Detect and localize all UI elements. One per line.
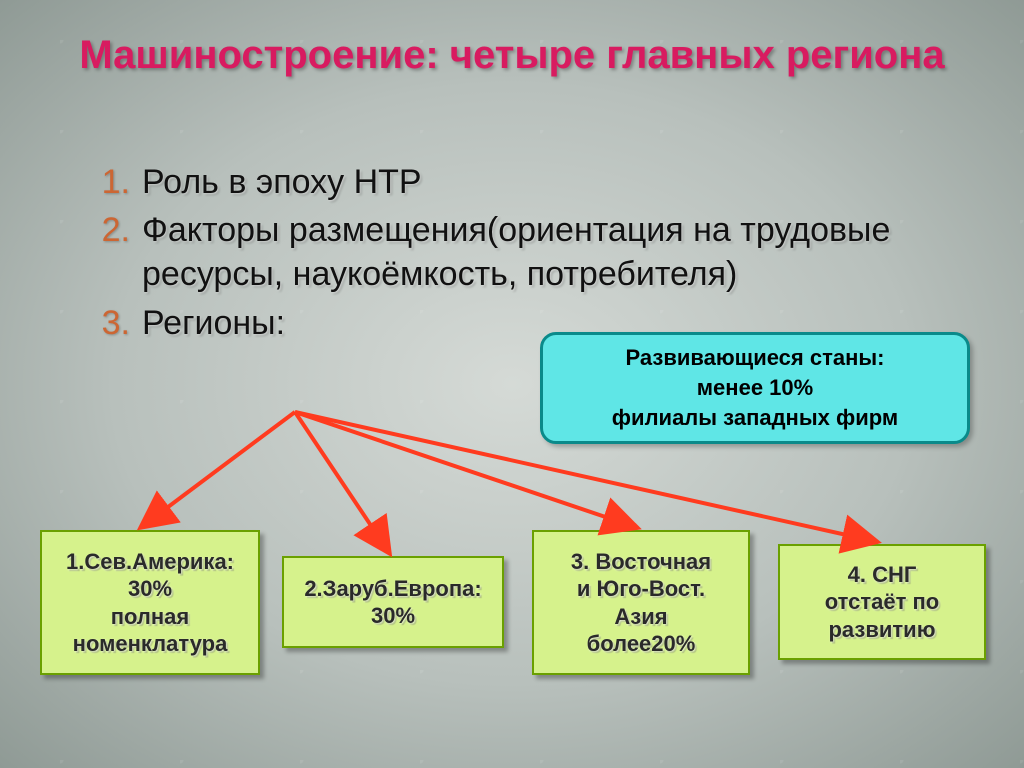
region-line: развитию xyxy=(825,616,939,644)
list-text: Роль в эпоху НТР xyxy=(142,160,422,204)
list-number: 2. xyxy=(80,208,142,252)
region-line: более20% xyxy=(571,630,711,658)
slide-title: Машиностроение: четыре главных региона xyxy=(0,32,1024,78)
region-line: полная xyxy=(66,603,234,631)
region-line: и Юго-Вост. xyxy=(571,575,711,603)
region-line: Азия xyxy=(571,603,711,631)
region-line: номенклатура xyxy=(66,630,234,658)
region-line: 30% xyxy=(304,602,481,630)
list-item: 1. Роль в эпоху НТР xyxy=(80,160,944,204)
region-box: 3. Восточнаяи Юго-Вост.Азияболее20% xyxy=(532,530,750,675)
region-line: 3. Восточная xyxy=(571,548,711,576)
list-number: 1. xyxy=(80,160,142,204)
list-text: Факторы размещения(ориентация на трудовы… xyxy=(142,208,944,296)
slide: Машиностроение: четыре главных региона 1… xyxy=(0,0,1024,768)
devbox-line: менее 10% xyxy=(553,373,957,403)
region-line: 30% xyxy=(66,575,234,603)
devbox-line: Развивающиеся станы: xyxy=(553,343,957,373)
region-line: 1.Сев.Америка: xyxy=(66,548,234,576)
developing-countries-box: Развивающиеся станы:менее 10%филиалы зап… xyxy=(540,332,970,444)
devbox-line: филиалы западных фирм xyxy=(553,403,957,433)
region-line: 4. СНГ xyxy=(825,561,939,589)
list-text: Регионы: xyxy=(142,301,285,345)
region-box: 1.Сев.Америка:30%полнаяноменклатура xyxy=(40,530,260,675)
region-line: 2.Заруб.Европа: xyxy=(304,575,481,603)
region-box: 4. СНГотстаёт поразвитию xyxy=(778,544,986,660)
region-line: отстаёт по xyxy=(825,588,939,616)
list-item: 2. Факторы размещения(ориентация на труд… xyxy=(80,208,944,296)
list-number: 3. xyxy=(80,301,142,345)
bullet-list: 1. Роль в эпоху НТР 2. Факторы размещени… xyxy=(80,160,944,349)
region-box: 2.Заруб.Европа:30% xyxy=(282,556,504,648)
